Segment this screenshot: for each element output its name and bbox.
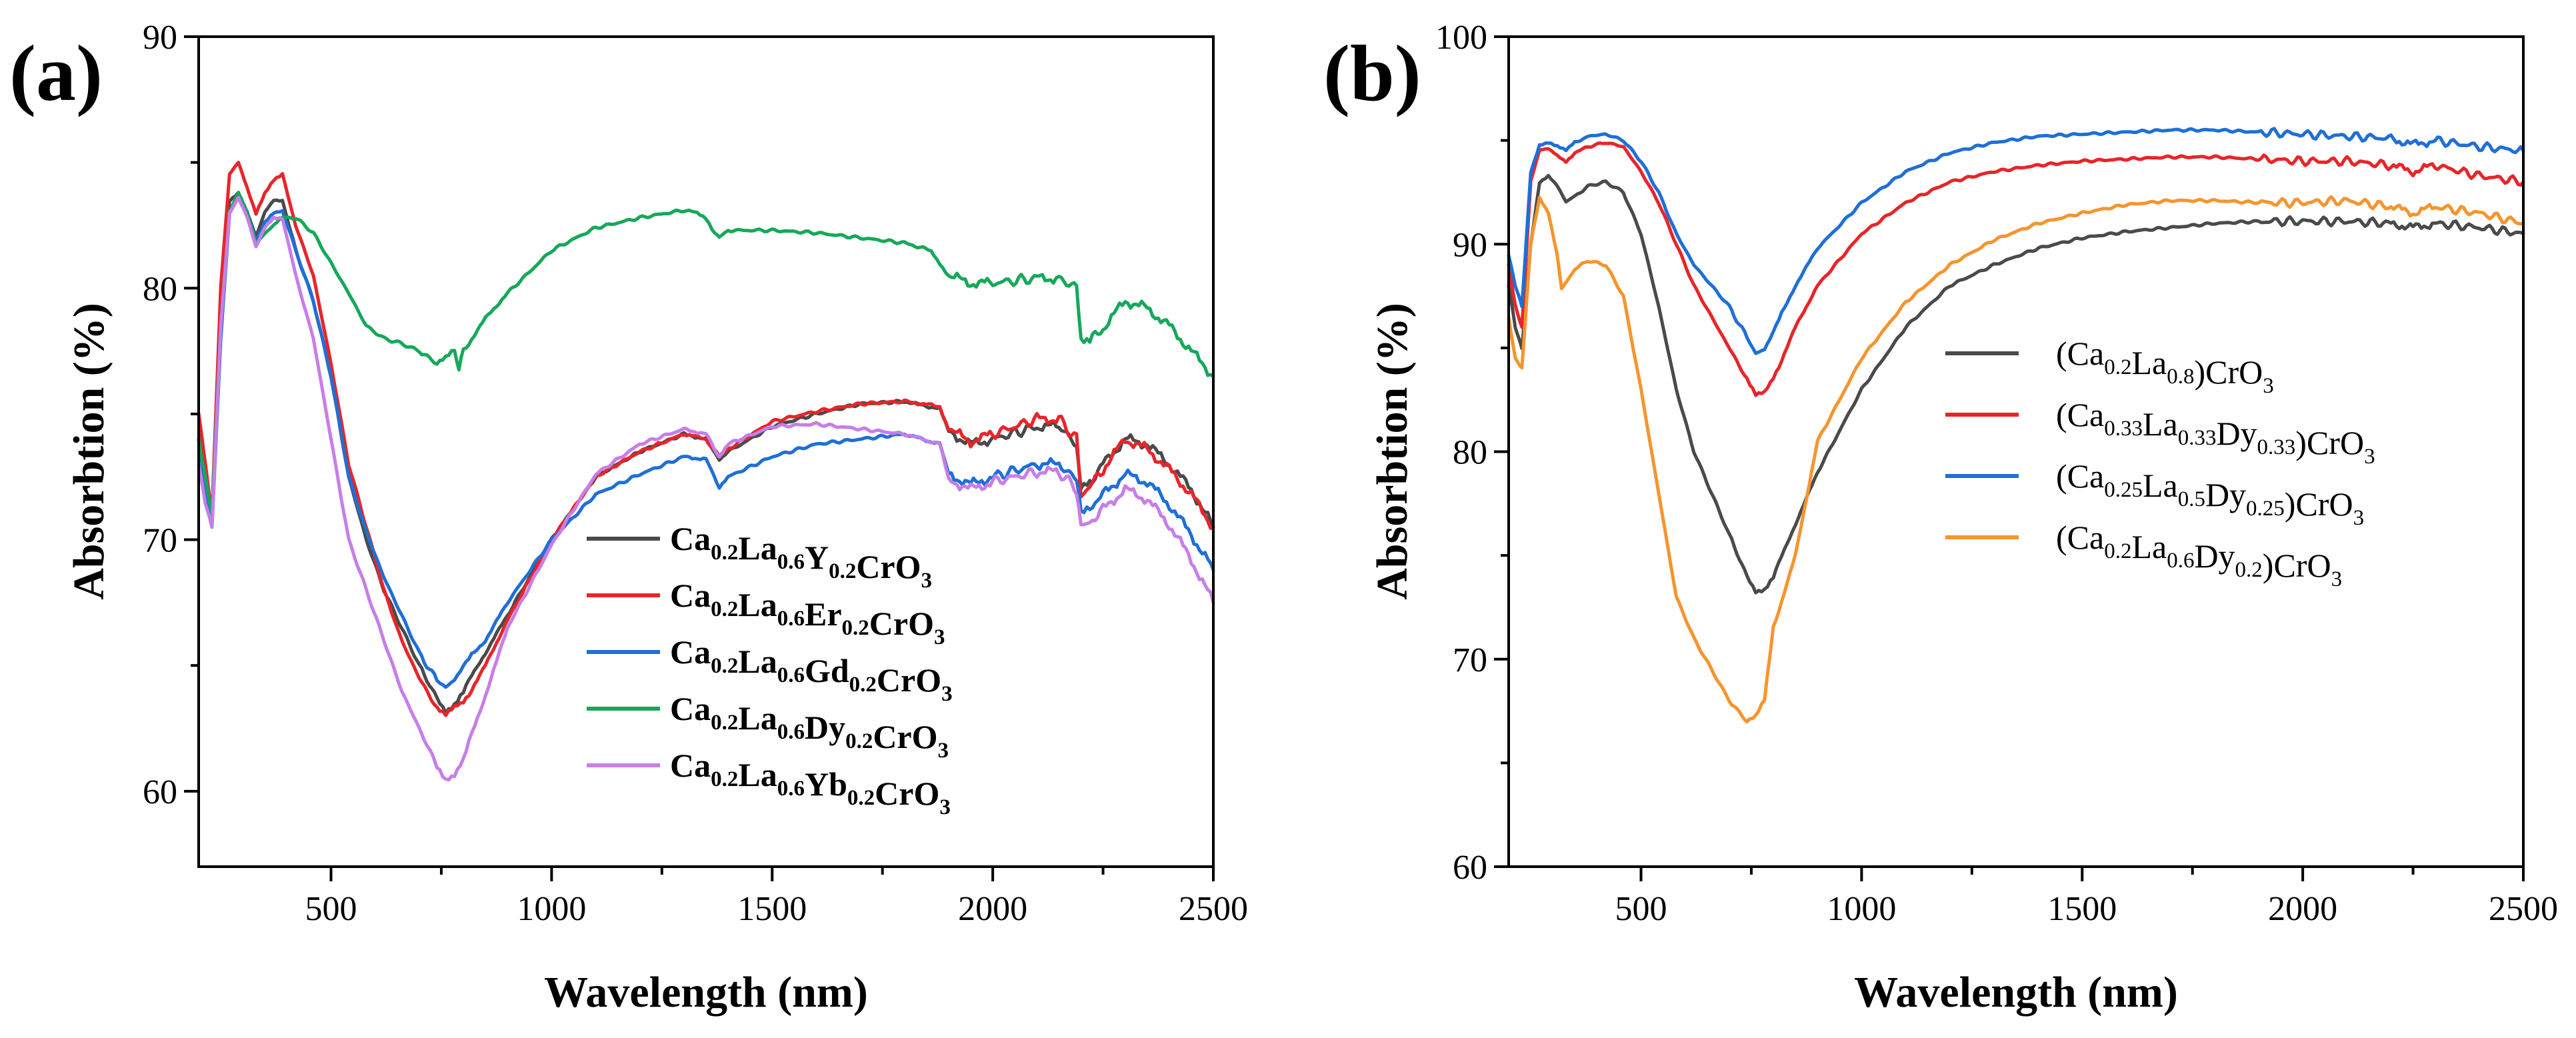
panel-b-legend-label-4: (Ca0.2La0.6Dy0.2)CrO3 <box>2056 519 2342 591</box>
panel-a-series-line-4 <box>197 191 1215 515</box>
panel-a-series-line-2 <box>197 161 1215 717</box>
panel-a-series <box>197 161 1215 782</box>
panel-a-x-tick-label: 2500 <box>1179 890 1248 928</box>
panel-a-legend-label-2: Ca0.2La0.6Er0.2CrO3 <box>670 577 945 649</box>
panel-b-x-tick-label: 1000 <box>1827 890 1896 928</box>
panel-b-series <box>1507 127 2525 724</box>
panel-a-ticks: 500 1000 1500 2000 2500 60 70 80 90 <box>143 19 1248 928</box>
panel-b-legend-label-2: (Ca0.33La0.33Dy0.33)CrO3 <box>2056 396 2375 469</box>
panel-b-series-line-3 <box>1507 127 2525 355</box>
panel-a: (a) 500 1000 1500 2000 2500 60 70 80 90 Waveleng… <box>9 19 1248 1017</box>
panel-a-x-tick-label: 1000 <box>517 890 586 928</box>
panel-b-legend: (Ca0.2La0.8)CrO3(Ca0.33La0.33Dy0.33)CrO3… <box>1945 335 2375 591</box>
panel-b-ticks: 500 1000 1500 2000 2500 60 70 80 90 100 <box>1435 19 2558 928</box>
panel-b-x-axis-title: Wavelength (nm) <box>1854 968 2178 1017</box>
panel-b-y-tick-label: 60 <box>1453 849 1487 887</box>
panel-a-legend-label-3: Ca0.2La0.6Gd0.2CrO3 <box>670 633 953 706</box>
panel-b-label: (b) <box>1323 29 1421 117</box>
panel-b-x-tick-label: 2000 <box>2268 890 2337 928</box>
panel-a-y-tick-label: 80 <box>143 270 177 308</box>
panel-a-label: (a) <box>9 29 103 117</box>
panel-a-y-tick-label: 90 <box>143 19 177 57</box>
panel-a-y-tick-label: 70 <box>143 522 177 560</box>
panel-a-frame <box>197 35 1215 868</box>
panel-a-x-axis-title: Wavelength (nm) <box>544 968 868 1017</box>
panel-b-y-tick-label: 100 <box>1435 19 1487 57</box>
panel-b-legend-label-3: (Ca0.25La0.5Dy0.25)CrO3 <box>2056 457 2364 530</box>
panel-b: (b) 500 1000 1500 2000 2500 60 70 80 90 100 Wavel… <box>1323 19 2558 1017</box>
panel-b-series-line-2 <box>1507 141 2525 397</box>
panel-b-series-line-1 <box>1507 173 2525 595</box>
panel-a-legend: Ca0.2La0.6Y0.2CrO3Ca0.2La0.6Er0.2CrO3Ca0… <box>587 520 953 819</box>
panel-b-x-tick-label: 500 <box>1615 890 1667 928</box>
panel-a-legend-label-1: Ca0.2La0.6Y0.2CrO3 <box>670 520 932 593</box>
panel-a-y-axis-title: Absorbtion (%) <box>65 303 113 600</box>
panel-a-legend-label-4: Ca0.2La0.6Dy0.2CrO3 <box>670 690 949 763</box>
panel-a-x-tick-label: 1500 <box>737 890 807 928</box>
panel-b-x-tick-label: 1500 <box>2047 890 2117 928</box>
panel-a-series-line-5 <box>197 195 1215 782</box>
panel-a-series-line-3 <box>197 191 1215 689</box>
panel-b-y-axis-title: Absorbtion (%) <box>1368 303 1417 600</box>
panel-b-y-tick-label: 70 <box>1453 641 1487 679</box>
panel-b-x-tick-label: 2500 <box>2489 890 2558 928</box>
panel-a-y-tick-label: 60 <box>143 773 177 811</box>
panel-a-x-tick-label: 2000 <box>958 890 1027 928</box>
panel-a-legend-label-5: Ca0.2La0.6Yb0.2CrO3 <box>670 747 951 819</box>
panel-b-series-line-4 <box>1507 195 2525 724</box>
panel-b-legend-label-1: (Ca0.2La0.8)CrO3 <box>2056 335 2274 398</box>
panel-b-y-tick-label: 80 <box>1453 434 1487 472</box>
panel-a-x-tick-label: 500 <box>305 890 357 928</box>
panel-b-y-tick-label: 90 <box>1453 226 1487 264</box>
